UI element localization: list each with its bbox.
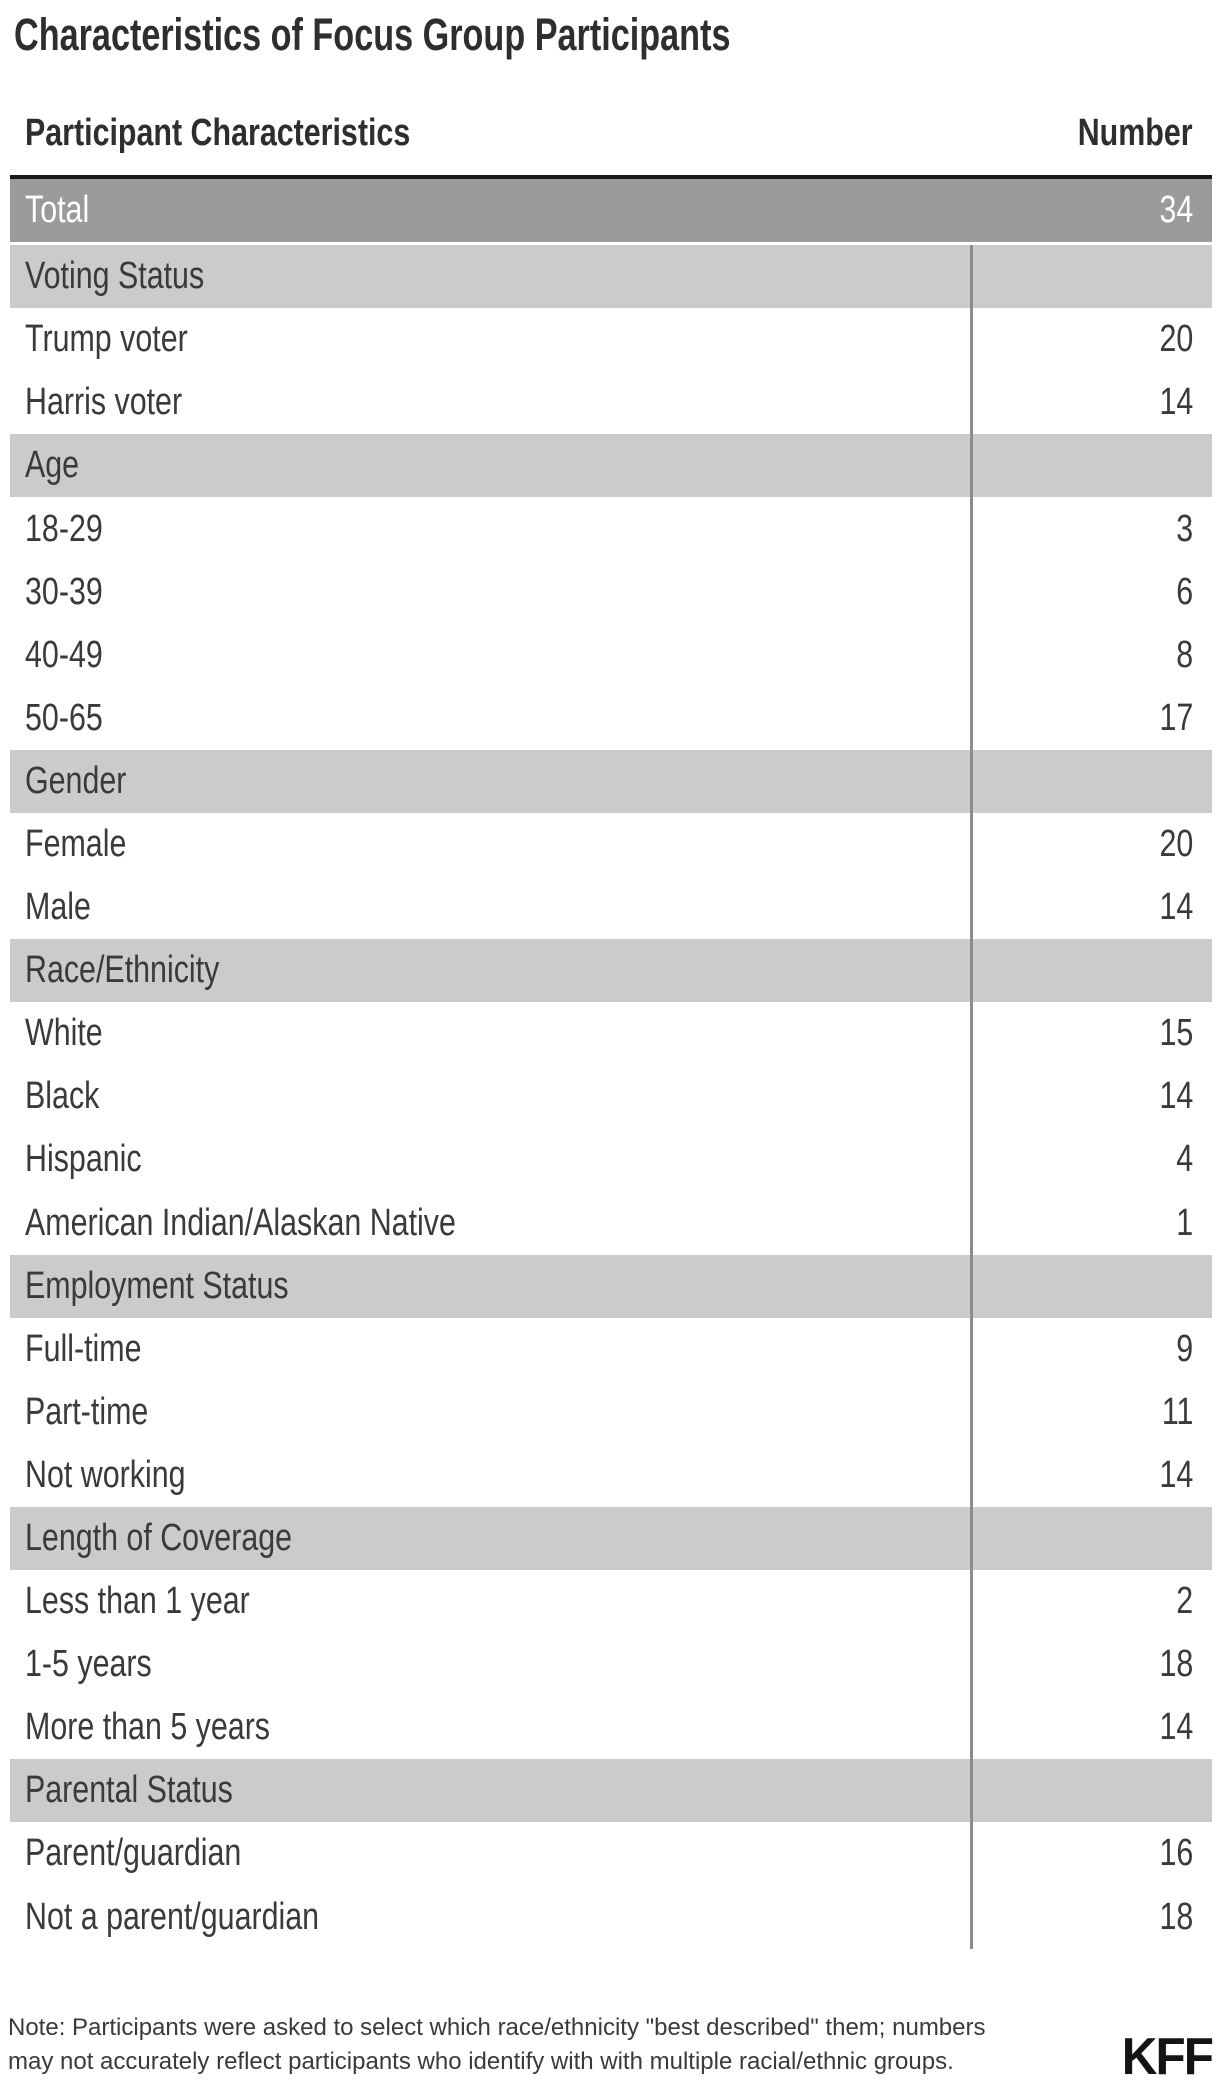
table-row: 30-39 6	[10, 560, 1212, 624]
row-value: 14	[970, 371, 1212, 435]
row-label: Full-time	[25, 1327, 142, 1370]
column-header-characteristics: Participant Characteristics	[25, 112, 411, 154]
row-value	[970, 1254, 1212, 1318]
row-value	[970, 1506, 1212, 1571]
row-value: 3	[970, 497, 1212, 561]
row-label: 50-65	[25, 696, 103, 739]
kff-logo: KFF	[1121, 2027, 1214, 2086]
table-row: Full-time 9	[10, 1317, 1212, 1381]
row-label: Black	[25, 1075, 100, 1118]
table-row: 50-65 17	[10, 686, 1212, 750]
row-value: 8	[970, 623, 1212, 687]
row-value: 20	[970, 812, 1212, 877]
row-label: Parental Status	[25, 1769, 233, 1812]
section-header-row: Age	[10, 434, 1212, 498]
row-value: 4	[970, 1128, 1212, 1192]
row-value	[970, 939, 1212, 1003]
table-row: Not working 14	[10, 1443, 1212, 1507]
table-row: Not a parent/guardian 18	[10, 1885, 1212, 1949]
table-header-row: Participant Characteristics Number	[10, 60, 1212, 175]
row-value: 18	[970, 1633, 1212, 1697]
row-value: 11	[970, 1380, 1212, 1444]
row-value: 6	[970, 560, 1212, 624]
row-label: Female	[25, 822, 127, 865]
table-row: White 15	[10, 1002, 1212, 1066]
table-row: More than 5 years 14	[10, 1696, 1212, 1760]
row-label: 1-5 years	[25, 1643, 152, 1686]
table-row: 18-29 3	[10, 497, 1212, 561]
table-row: Male 14	[10, 876, 1212, 940]
participants-table: Total 34 Voting Status Trump voter 20 Harri…	[10, 175, 1212, 1949]
row-value	[970, 245, 1212, 309]
row-value: 14	[970, 1443, 1212, 1507]
table-row: Harris voter 14	[10, 371, 1212, 435]
row-label: Part-time	[25, 1390, 149, 1433]
table-row: 40-49 8	[10, 623, 1212, 687]
row-value: 2	[970, 1570, 1212, 1634]
row-label: Gender	[25, 759, 127, 802]
row-label: Male	[25, 886, 91, 929]
row-value: 17	[970, 686, 1212, 750]
footer-note-line2: may not accurately reflect participants …	[8, 2047, 954, 2075]
row-label: White	[25, 1012, 103, 1055]
row-label: 30-39	[25, 570, 103, 613]
row-value: 1	[970, 1191, 1212, 1255]
row-label: Hispanic	[25, 1138, 142, 1181]
section-header-row: Length of Coverage	[10, 1506, 1212, 1571]
row-label: 18-29	[25, 507, 103, 550]
row-label: Trump voter	[25, 318, 188, 361]
row-label: Not working	[25, 1453, 186, 1496]
row-label: Age	[25, 444, 80, 487]
row-label: Parent/guardian	[25, 1832, 242, 1875]
footer: Note: Participants were asked to select …	[8, 2011, 1214, 2086]
row-label: Less than 1 year	[25, 1580, 250, 1623]
row-label: More than 5 years	[25, 1706, 271, 1749]
total-label: Total	[25, 189, 90, 232]
row-value: 14	[970, 1696, 1212, 1760]
page-title-text: Characteristics of Focus Group Participa…	[14, 9, 731, 60]
total-row: Total 34	[10, 179, 1212, 246]
row-label: 40-49	[25, 633, 103, 676]
table-row: Hispanic 4	[10, 1128, 1212, 1192]
row-value: 14	[970, 876, 1212, 940]
row-value: 9	[970, 1317, 1212, 1381]
table-row: Part-time 11	[10, 1380, 1212, 1444]
section-header-row: Voting Status	[10, 245, 1212, 309]
footer-note: Note: Participants were asked to select …	[8, 2011, 986, 2079]
table-row: American Indian/Alaskan Native 1	[10, 1191, 1212, 1255]
table-row: Black 14	[10, 1065, 1212, 1129]
row-label: Voting Status	[25, 255, 205, 298]
row-value: 14	[970, 1065, 1212, 1129]
row-value	[970, 434, 1212, 498]
table-row: Trump voter 20	[10, 308, 1212, 372]
table-row: Less than 1 year 2	[10, 1570, 1212, 1634]
section-header-row: Employment Status	[10, 1254, 1212, 1318]
row-value	[970, 1759, 1212, 1823]
row-value: 16	[970, 1822, 1212, 1886]
row-value: 18	[970, 1885, 1212, 1949]
section-header-row: Parental Status	[10, 1759, 1212, 1823]
row-value	[970, 749, 1212, 813]
section-header-row: Gender	[10, 749, 1212, 813]
table-row: Parent/guardian 16	[10, 1822, 1212, 1886]
section-header-row: Race/Ethnicity	[10, 939, 1212, 1003]
table-body: Voting Status Trump voter 20 Harris voter 14…	[10, 245, 1212, 1949]
row-label: Not a parent/guardian	[25, 1895, 320, 1938]
page-title: Characteristics of Focus Group Participa…	[14, 10, 1210, 60]
total-value: 34	[1159, 189, 1193, 232]
row-label: Race/Ethnicity	[25, 949, 220, 992]
table-row: 1-5 years 18	[10, 1633, 1212, 1697]
row-label: American Indian/Alaskan Native	[25, 1201, 456, 1244]
row-label: Length of Coverage	[25, 1517, 293, 1560]
row-value: 15	[970, 1002, 1212, 1066]
footer-note-line1: Note: Participants were asked to select …	[8, 2013, 986, 2041]
row-label: Employment Status	[25, 1264, 289, 1307]
table-row: Female 20	[10, 812, 1212, 877]
column-header-number: Number	[1078, 112, 1193, 154]
row-value: 20	[970, 308, 1212, 372]
row-label: Harris voter	[25, 381, 183, 424]
